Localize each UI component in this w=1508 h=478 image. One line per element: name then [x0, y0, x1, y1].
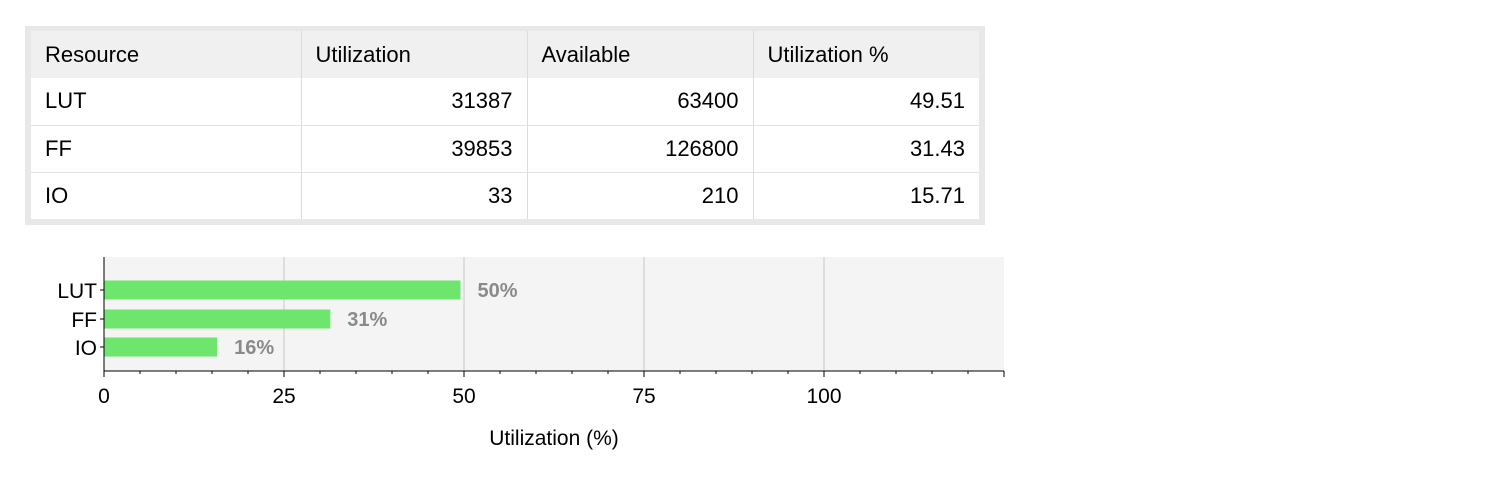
x-tick-label: 25: [272, 385, 295, 408]
x-axis-label: Utilization (%): [489, 427, 619, 450]
cell-available: 126800: [526, 124, 753, 172]
x-tick-label: 0: [98, 385, 110, 408]
column-header-available[interactable]: Available: [526, 31, 753, 78]
utilization-table-panel: Resource Utilization Available Utilizati…: [25, 26, 985, 225]
axes: 0 25 50 75 100: [98, 257, 1005, 408]
table-row[interactable]: LUT 31387 63400 49.51: [31, 78, 979, 125]
data-label: 16%: [234, 337, 274, 359]
y-tick-label: FF: [71, 309, 97, 332]
grid-lines: [283, 257, 825, 371]
cell-resource: IO: [31, 171, 301, 219]
cell-available: 63400: [526, 78, 753, 125]
cell-utilization: 33: [300, 171, 527, 219]
table-header-row: Resource Utilization Available Utilizati…: [31, 31, 979, 78]
cell-utilization: 31387: [300, 78, 527, 125]
data-label: 31%: [347, 309, 387, 331]
bar-io: [104, 337, 218, 357]
cell-utilization: 39853: [300, 124, 527, 172]
cell-resource: FF: [31, 124, 301, 172]
y-tick-label: LUT: [57, 280, 97, 303]
bar-ff: [104, 309, 331, 329]
table-row[interactable]: FF 39853 126800 31.43: [31, 124, 979, 172]
column-header-resource[interactable]: Resource: [45, 41, 140, 67]
x-tick-label: 100: [806, 385, 841, 408]
cell-resource: LUT: [45, 88, 87, 114]
bar-lut: [104, 280, 461, 300]
x-tick-label: 75: [632, 385, 655, 408]
cell-utilization-percent: 49.51: [752, 78, 979, 125]
utilization-table: Resource Utilization Available Utilizati…: [31, 31, 979, 219]
cell-utilization-percent: 31.43: [752, 124, 979, 172]
bar-series: 50% LUT 31% FF 16% IO: [57, 280, 517, 360]
table-row[interactable]: IO 33 210 15.71: [31, 171, 979, 219]
column-header-utilization[interactable]: Utilization: [300, 31, 527, 78]
cell-utilization-percent: 15.71: [752, 171, 979, 219]
cell-available: 210: [526, 171, 753, 219]
column-header-utilization-percent[interactable]: Utilization %: [752, 31, 979, 78]
utilization-bar-chart: 50% LUT 31% FF 16% IO 0 25 50 75 100 Utilization …: [57, 257, 1005, 450]
data-label: 50%: [477, 280, 517, 302]
y-tick-label: IO: [75, 337, 97, 360]
x-tick-label: 50: [452, 385, 475, 408]
